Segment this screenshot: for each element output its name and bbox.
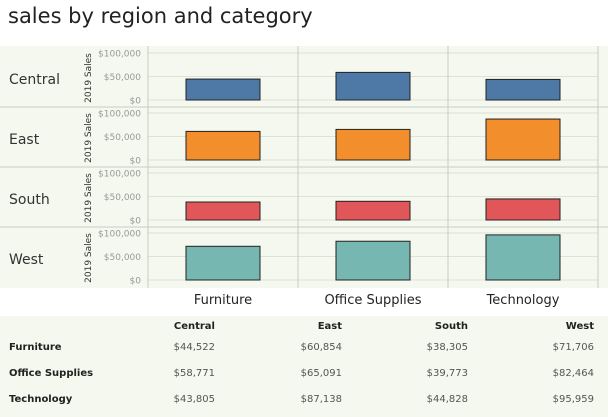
- bar: [485, 78, 561, 101]
- table-cell: $65,091: [300, 368, 342, 379]
- table-row-label: Office Supplies: [9, 368, 94, 379]
- x-category-label: Technology: [486, 293, 560, 308]
- row-label: Central: [9, 72, 60, 88]
- bar: [485, 118, 561, 161]
- table-col-header: West: [565, 321, 594, 332]
- y-axis-title: 2019 Sales: [84, 173, 94, 223]
- table-cell: $82,464: [552, 368, 594, 379]
- table-cell: $71,706: [552, 342, 594, 353]
- bar: [185, 130, 261, 161]
- table-cell: $87,138: [300, 394, 342, 405]
- bar: [485, 234, 561, 281]
- table-row-label: Furniture: [9, 342, 62, 353]
- x-category-label: Office Supplies: [324, 293, 421, 308]
- table-col-header: South: [434, 321, 468, 332]
- y-tick-label: $100,000: [98, 230, 141, 240]
- table-col-header: Central: [173, 321, 215, 332]
- x-category-label: Furniture: [194, 293, 252, 308]
- bar: [335, 200, 411, 221]
- y-axis-title: 2019 Sales: [84, 113, 94, 163]
- bar: [335, 240, 411, 281]
- y-tick-label: $50,000: [104, 193, 141, 203]
- y-tick-label: $50,000: [104, 253, 141, 263]
- bar: [185, 78, 261, 101]
- row-label: South: [9, 192, 50, 208]
- table-col-header: East: [317, 321, 342, 332]
- y-tick-label: $0: [130, 157, 142, 167]
- bar: [335, 71, 411, 101]
- bar: [485, 198, 561, 221]
- y-tick-label: $0: [130, 97, 142, 107]
- table-cell: $44,522: [173, 342, 215, 353]
- table-cell: $44,828: [426, 394, 468, 405]
- table-cell: $95,959: [552, 394, 594, 405]
- bar: [185, 201, 261, 221]
- y-tick-label: $50,000: [104, 133, 141, 143]
- table-cell: $39,773: [426, 368, 468, 379]
- chart-area: Central 2019 Sales $0 $50,000 $100,000 East 20…: [0, 46, 608, 312]
- bar-chart-grid: Central 2019 Sales $0 $50,000 $100,000 East 20…: [0, 46, 608, 308]
- y-tick-label: $100,000: [98, 50, 141, 60]
- table-cell: $38,305: [426, 342, 468, 353]
- table-row-label: Technology: [9, 394, 73, 405]
- y-tick-label: $0: [130, 277, 142, 287]
- row-label: West: [9, 252, 44, 268]
- table-cell: $60,854: [300, 342, 342, 353]
- y-tick-label: $50,000: [104, 73, 141, 83]
- summary-table: Central East South West Furniture $44,52…: [0, 316, 608, 417]
- y-tick-label: $100,000: [98, 110, 141, 120]
- y-tick-label: $0: [130, 217, 142, 227]
- row-label: East: [9, 132, 40, 148]
- bar: [335, 128, 411, 161]
- y-axis-title: 2019 Sales: [84, 233, 94, 283]
- y-tick-label: $100,000: [98, 170, 141, 180]
- chart-title: sales by region and category: [8, 4, 313, 28]
- table-cell: $58,771: [173, 368, 215, 379]
- y-axis-title: 2019 Sales: [84, 53, 94, 103]
- table-cell: $43,805: [173, 394, 215, 405]
- bar: [185, 245, 261, 281]
